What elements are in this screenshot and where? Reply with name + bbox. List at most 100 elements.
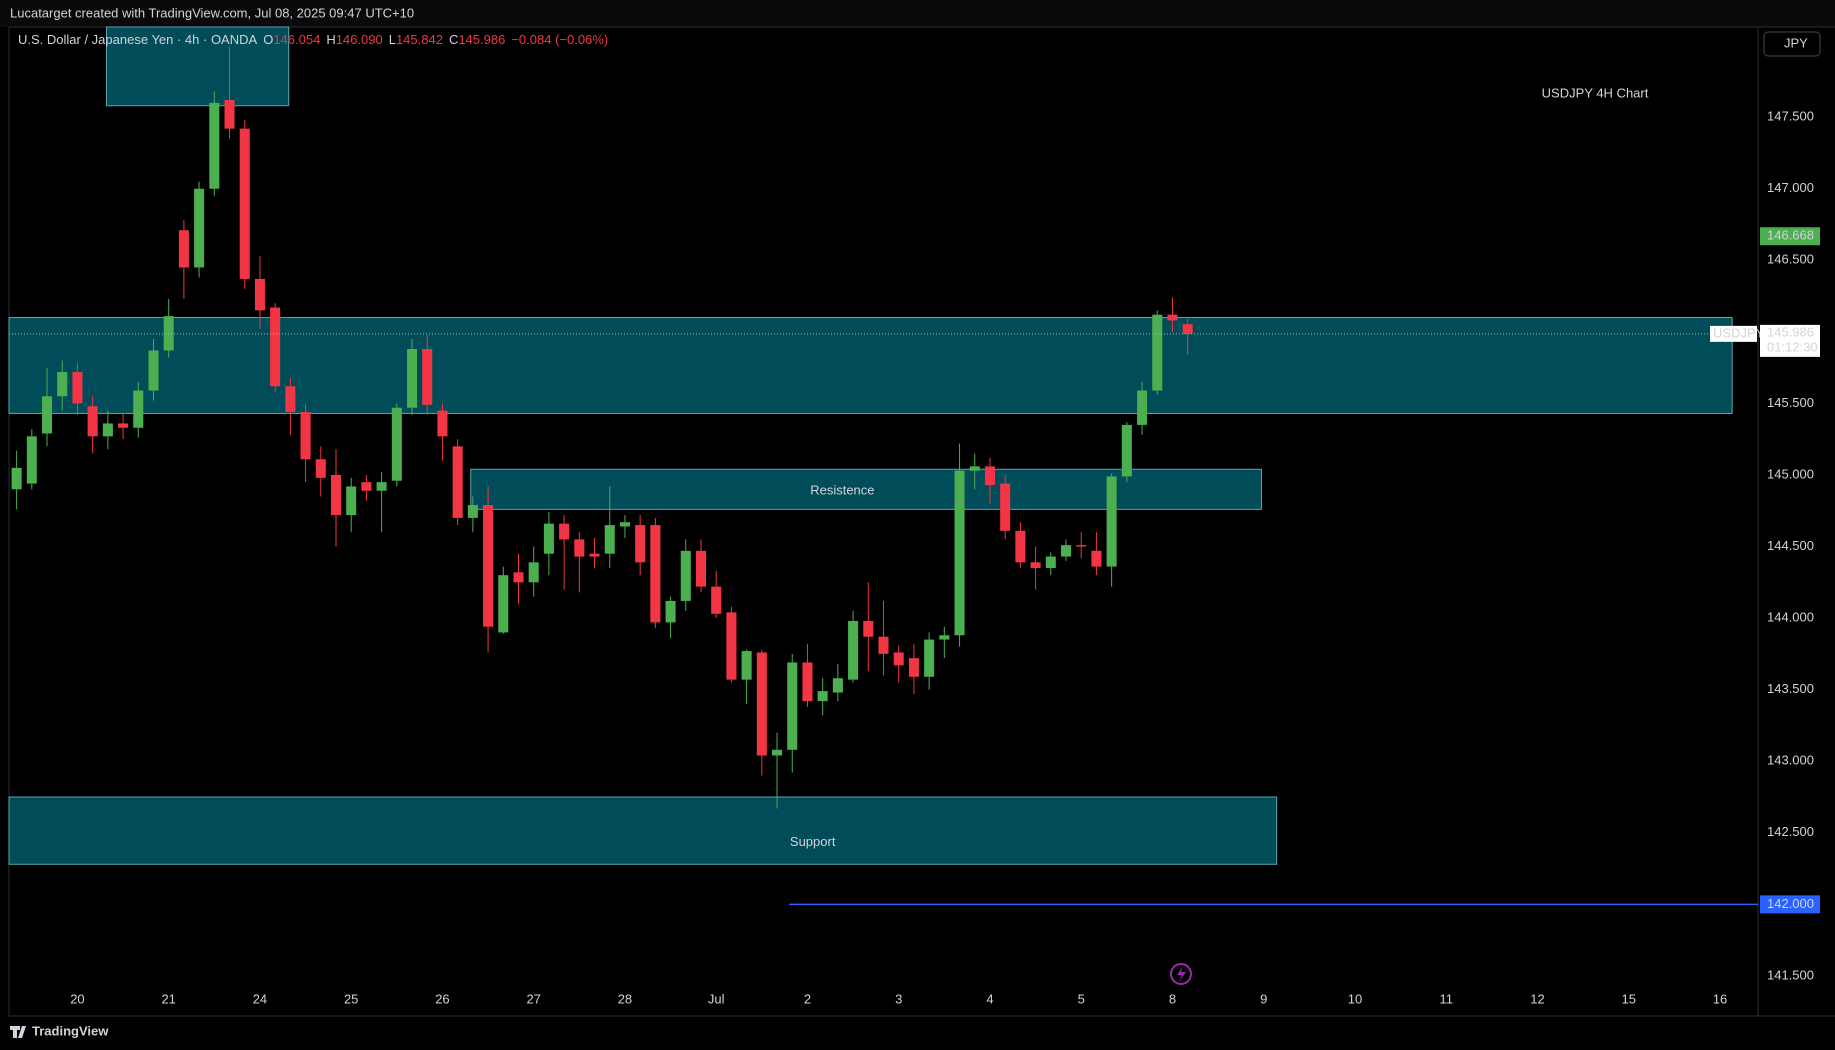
symbol-header: U.S. Dollar / Japanese Yen · 4h · OANDA O… (18, 32, 608, 47)
candle-body (483, 505, 494, 627)
candle-body (680, 550, 691, 601)
ohlc-key: C (449, 32, 458, 47)
price-tag (1760, 324, 1820, 357)
candle-body (802, 662, 813, 702)
candle-body (1121, 424, 1132, 477)
x-tick-label: 20 (70, 991, 84, 1006)
candle-body (87, 406, 98, 437)
alert-icon[interactable] (1170, 963, 1192, 985)
price-tag (1760, 895, 1820, 914)
x-tick-label: 15 (1621, 991, 1635, 1006)
candle-body (589, 553, 600, 557)
candle-body (665, 600, 676, 623)
y-tick-label: 146.500 (1767, 252, 1814, 267)
x-tick-label: 10 (1348, 991, 1362, 1006)
candle-body (163, 316, 174, 351)
x-tick-label: 2 (804, 991, 811, 1006)
x-tick-label: 9 (1260, 991, 1267, 1006)
currency-button[interactable] (1763, 31, 1821, 57)
candle-body (756, 652, 767, 756)
candle-body (11, 467, 22, 490)
candle-body (984, 466, 995, 486)
candle-body (543, 523, 554, 554)
candle-body (1167, 314, 1178, 321)
x-tick-label: 5 (1078, 991, 1085, 1006)
zone (8, 317, 1733, 414)
overlay: U.S. Dollar / Japanese Yen · 4h · OANDA O… (10, 31, 1821, 1038)
candle-body (224, 99, 235, 129)
candle-body (194, 188, 205, 268)
ohlc-value: 145.986 (458, 32, 505, 47)
price-tag-label: 146.668 (1767, 228, 1814, 243)
candle-body (254, 278, 265, 311)
currency-label[interactable]: JPY (1784, 35, 1808, 50)
candle-body (1000, 483, 1011, 531)
y-tick-label: 143.000 (1767, 753, 1814, 768)
symbol-tag-label: USDJPY (1713, 325, 1765, 340)
y-tick-label: 147.500 (1767, 109, 1814, 124)
candle-body (42, 396, 53, 434)
candle-body (315, 459, 326, 478)
countdown: 01:12:30 (1767, 339, 1818, 354)
candle-body (1182, 324, 1193, 334)
ohlc-value: 145.842 (396, 32, 443, 47)
candle-body (437, 410, 448, 437)
candle-body (118, 423, 129, 428)
ohlc-key: H (326, 32, 335, 47)
zone-label: Resistence (810, 483, 874, 498)
candle-body (330, 474, 342, 516)
candle-body (817, 691, 828, 702)
candle-body (726, 612, 737, 680)
y-tick-label: 145.500 (1767, 395, 1814, 410)
ohlc-value: 146.090 (336, 32, 383, 47)
brand-logo (10, 1026, 26, 1038)
candle-body (513, 572, 524, 583)
candle-body (908, 658, 919, 677)
x-tick-label: 27 (526, 991, 540, 1006)
price-tag-label: 145.986 (1767, 324, 1814, 339)
candle-body (1152, 314, 1163, 391)
x-tick-label: 8 (1169, 991, 1176, 1006)
candle-body (1015, 530, 1026, 563)
candle-body (1106, 476, 1117, 567)
zone (105, 26, 290, 107)
x-tick-label: 26 (435, 991, 449, 1006)
price-tag-label: 142.000 (1767, 896, 1814, 911)
alert-bolt (1177, 966, 1186, 982)
candle-body (635, 525, 646, 563)
candle-body (57, 371, 68, 397)
x-tick-label: 25 (344, 991, 358, 1006)
candle-body (376, 482, 387, 491)
candle-body (772, 749, 783, 756)
candle-body (924, 639, 935, 677)
top-bar (0, 0, 1835, 27)
symbol-name: U.S. Dollar / Japanese Yen · 4h · OANDA (18, 32, 258, 47)
ohlc-key: L (389, 32, 396, 47)
candle-body (102, 423, 113, 437)
candle-body (270, 307, 281, 387)
price-tag (1760, 227, 1820, 246)
candle-body (239, 128, 250, 279)
candle-body (391, 407, 402, 481)
attribution: Lucatarget created with TradingView.com,… (10, 5, 414, 20)
candle-body (1091, 550, 1102, 567)
candle-body (893, 652, 904, 666)
candle-body (467, 505, 478, 518)
candle-body (148, 350, 159, 391)
ohlc-value: 146.054 (273, 32, 320, 47)
candle-body (1045, 556, 1056, 569)
y-tick-label: 142.500 (1767, 824, 1814, 839)
y-tick-label: 144.500 (1767, 538, 1814, 553)
candle-body (26, 436, 37, 484)
candle-body (969, 466, 980, 471)
x-tick-label: 3 (895, 991, 902, 1006)
brand-name: TradingView (32, 1023, 109, 1038)
x-tick-label: 4 (986, 991, 993, 1006)
candle-body (1030, 562, 1041, 569)
candle-body (361, 482, 372, 491)
x-tick-label: 28 (618, 991, 632, 1006)
candle-body (650, 525, 661, 623)
candle-body (528, 562, 539, 583)
symbol-tag (1710, 325, 1757, 342)
